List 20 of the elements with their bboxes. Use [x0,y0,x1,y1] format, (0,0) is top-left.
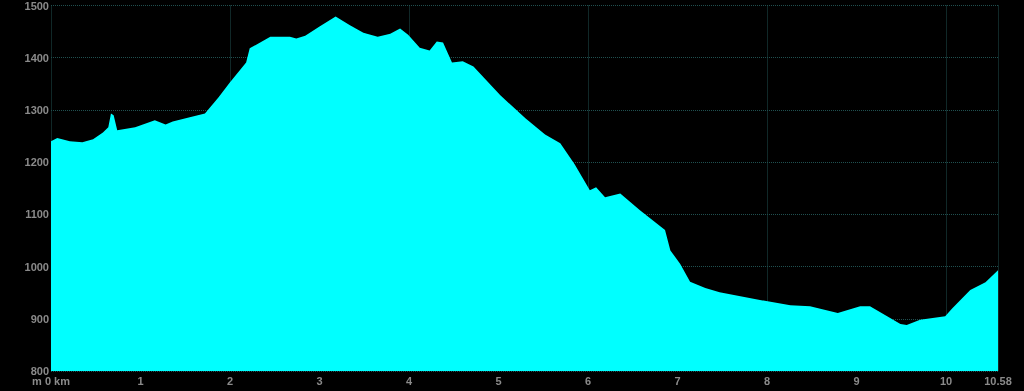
y-tick-label: 1000 [24,260,49,273]
y-tick-label: 1500 [24,0,49,12]
x-tick-label: 1 [137,374,144,387]
x-tick-label: 10.58 [984,374,1012,387]
x-tick-label: 2 [226,374,234,387]
y-tick-label: 900 [30,312,49,325]
x-tick-label: 4 [405,374,413,387]
x-tick-label: 7 [674,374,681,387]
y-tick-label: 1200 [24,156,49,169]
x-tick-label: 10 [939,374,953,387]
x-tick-label: 3 [316,374,323,387]
x-tick-label: 9 [853,374,860,387]
y-tick-label: 1300 [24,103,49,116]
x-tick-label: 5 [495,374,502,387]
x-tick-label: m 0 km [32,374,71,387]
x-tick-label: 6 [584,374,592,387]
y-tick-label: 1100 [25,208,49,221]
x-tick-label: 8 [764,374,771,387]
y-tick-label: 800 [30,365,49,377]
y-tick-label: 1400 [24,51,49,64]
